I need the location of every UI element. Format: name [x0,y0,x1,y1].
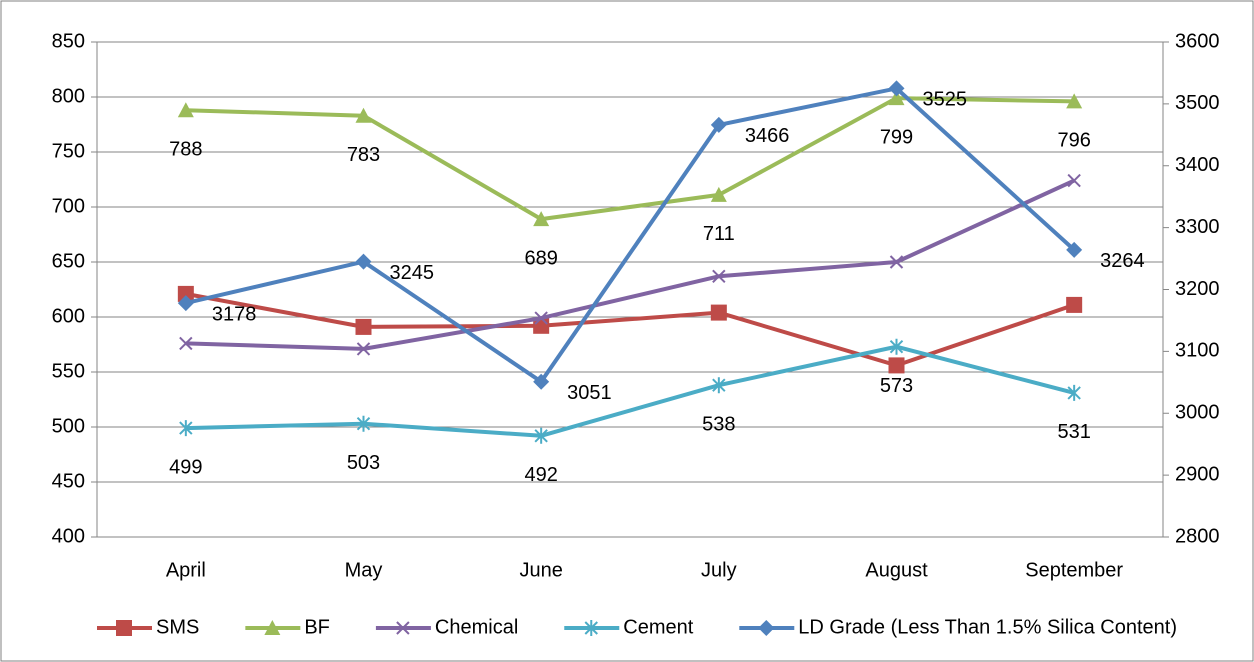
marker [533,211,550,227]
marker [584,620,598,636]
legend-label: SMS [156,616,199,638]
marker [177,295,194,312]
x-tick-label: July [701,559,737,581]
data-label: 492 [524,464,557,486]
x-tick-label: April [166,559,206,581]
marker [712,269,726,284]
marker [179,336,193,351]
series-line [185,178,1076,351]
legend-label: LD Grade (Less Than 1.5% Silica Content) [798,616,1177,638]
y2-tick-label: 3500 [1175,92,1220,114]
marker [533,373,550,390]
data-label: 3525 [923,89,968,111]
marker [710,304,727,321]
data-label: 503 [347,452,380,474]
data-label: 796 [1057,130,1090,152]
series-line [185,86,1076,384]
data-label: 3245 [390,262,435,284]
y-tick-label: 400 [52,525,85,547]
marker [888,357,905,374]
y2-tick-label: 2900 [1175,463,1220,485]
x-tick-label: May [345,559,383,581]
data-label: 689 [524,247,557,269]
marker [889,255,904,269]
marker [264,620,281,635]
marker [710,186,727,202]
marker [179,420,193,437]
y2-tick-label: 3100 [1175,340,1220,362]
marker [355,318,372,335]
y2-tick-label: 3200 [1175,278,1220,300]
marker [116,620,132,636]
data-label: 783 [347,144,380,166]
data-label: 3051 [567,382,612,404]
y-tick-label: 450 [52,470,85,492]
marker [355,253,372,270]
series-line [185,344,1075,438]
marker [356,415,371,432]
data-label: 3264 [1100,250,1145,272]
y-tick-label: 600 [52,305,85,327]
marker [355,107,372,123]
data-label: 711 [703,223,735,245]
marker [177,102,194,118]
marker [356,342,371,356]
y-tick-label: 850 [52,30,85,52]
data-label: 799 [880,126,913,148]
marker [889,338,904,355]
y-tick-label: 550 [52,360,85,382]
marker [177,285,194,302]
marker [534,427,548,444]
marker [712,377,726,394]
data-label: 538 [702,413,735,435]
marker [1066,93,1083,109]
x-tick-label: June [519,559,562,581]
marker [534,311,548,325]
x-tick-label: September [1025,559,1123,581]
marker [1067,384,1081,401]
marker [888,80,905,97]
y-tick-label: 800 [52,85,85,107]
y-tick-label: 750 [52,140,85,162]
marker [1066,296,1083,313]
y-tick-label: 500 [52,415,85,437]
data-label: 3466 [745,125,790,147]
y2-tick-label: 3400 [1175,154,1220,176]
data-label: 531 [1057,421,1090,443]
data-label: 3178 [212,303,256,325]
data-label: 573 [880,375,913,397]
legend-label: Chemical [435,616,518,638]
y2-tick-label: 2800 [1175,525,1220,547]
series-line [185,96,1075,222]
legend-label: Cement [623,616,693,638]
legend-label: BF [304,616,330,638]
marker [1066,241,1083,258]
y-tick-label: 700 [52,195,85,217]
y2-tick-label: 3000 [1175,402,1220,424]
data-label: 499 [169,456,202,478]
x-tick-label: August [865,559,928,581]
y2-tick-label: 3300 [1175,216,1220,238]
y-tick-label: 650 [52,250,85,272]
marker [888,90,905,106]
marker [758,620,775,636]
data-label: 788 [169,138,202,160]
marker [396,621,410,635]
marker [710,116,727,133]
marker [1067,173,1081,188]
y2-tick-label: 3600 [1175,30,1220,52]
